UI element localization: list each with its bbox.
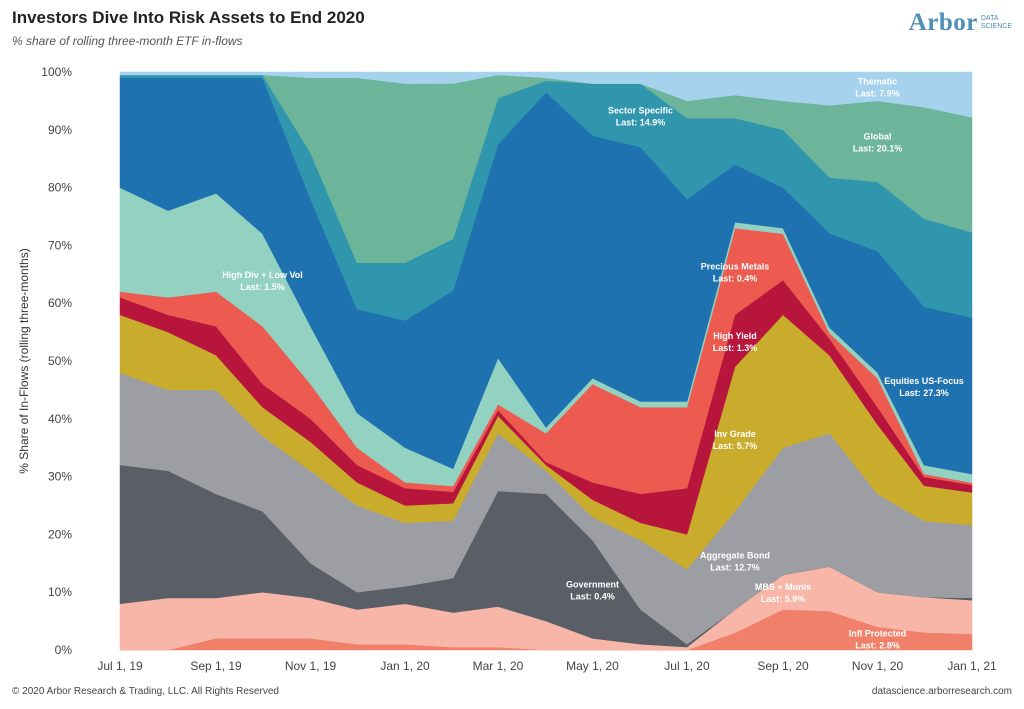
x-tick-label: Jan 1, 20 bbox=[380, 659, 430, 673]
series-last-precious-metals: Last: 0.4% bbox=[713, 273, 758, 283]
y-axis-label: % Share of In-Flows (rolling three-month… bbox=[17, 248, 31, 473]
chart-title: Investors Dive Into Risk Assets to End 2… bbox=[12, 8, 365, 27]
series-last-mbs-munis: Last: 5.9% bbox=[761, 594, 806, 604]
arbor-logo: Arbor DATA SCIENCE bbox=[909, 10, 1012, 36]
series-last-infl-protected: Last: 2.8% bbox=[855, 640, 900, 650]
series-last-aggregate-bond: Last: 12.7% bbox=[710, 562, 760, 572]
y-tick-label: 20% bbox=[48, 527, 72, 541]
series-label-mbs-munis: MBS + Munis bbox=[755, 582, 811, 592]
series-last-high-div-low-vol: Last: 1.5% bbox=[240, 282, 285, 292]
y-tick-label: 40% bbox=[48, 412, 72, 426]
x-tick-label: Jul 1, 20 bbox=[664, 659, 710, 673]
series-label-global: Global bbox=[863, 131, 891, 141]
x-tick-label: Sep 1, 20 bbox=[757, 659, 809, 673]
x-tick-label: Nov 1, 20 bbox=[852, 659, 904, 673]
area-layers bbox=[119, 71, 973, 651]
x-tick-label: Mar 1, 20 bbox=[473, 659, 524, 673]
series-last-high-yield: Last: 1.3% bbox=[713, 343, 758, 353]
logo-sub-line2: SCIENCE bbox=[980, 23, 1012, 30]
series-label-inv-grade: Inv Grade bbox=[714, 429, 756, 439]
series-last-thematic: Last: 7.9% bbox=[855, 88, 900, 98]
x-tick-label: May 1, 20 bbox=[566, 659, 619, 673]
chart-subtitle: % share of rolling three-month ETF in-fl… bbox=[12, 34, 243, 48]
series-last-global: Last: 20.1% bbox=[853, 143, 903, 153]
logo-wordmark: Arbor bbox=[908, 9, 978, 36]
series-last-sector-specific: Last: 14.9% bbox=[616, 117, 666, 127]
y-tick-label: 30% bbox=[48, 470, 72, 484]
y-tick-label: 0% bbox=[55, 643, 73, 657]
x-tick-label: Nov 1, 19 bbox=[285, 659, 337, 673]
x-axis-ticks: Jul 1, 19 Sep 1, 19 Nov 1, 19 Jan 1, 20 Mar … bbox=[97, 659, 997, 673]
series-label-infl-protected: Infl Protected bbox=[849, 628, 907, 638]
y-tick-label: 80% bbox=[48, 181, 72, 195]
series-label-high-yield: High Yield bbox=[713, 331, 757, 341]
y-tick-label: 100% bbox=[41, 65, 72, 79]
series-label-high-div-low-vol: High Div + Low Vol bbox=[222, 270, 303, 280]
series-last-government: Last: 0.4% bbox=[570, 591, 615, 601]
x-tick-label: Sep 1, 19 bbox=[190, 659, 242, 673]
series-last-inv-grade: Last: 5.7% bbox=[713, 441, 758, 451]
copyright-text: © 2020 Arbor Research & Trading, LLC. Al… bbox=[12, 686, 279, 697]
series-label-aggregate-bond: Aggregate Bond bbox=[700, 550, 770, 560]
area-thematic bbox=[119, 71, 973, 118]
source-url[interactable]: datascience.arborresearch.com bbox=[871, 686, 1012, 697]
series-label-sector-specific: Sector Specific bbox=[608, 105, 673, 115]
y-axis-ticks: 0% 10% 20% 30% 40% 50% 60% 70% 80% 90% 100% bbox=[41, 65, 72, 657]
series-label-thematic: Thematic bbox=[858, 76, 898, 86]
y-tick-label: 10% bbox=[48, 585, 72, 599]
x-tick-label: Jul 1, 19 bbox=[97, 659, 143, 673]
y-tick-label: 70% bbox=[48, 238, 72, 252]
series-label-government: Government bbox=[566, 579, 619, 589]
y-tick-label: 90% bbox=[48, 123, 72, 137]
logo-subtitle: DATA SCIENCE bbox=[981, 15, 1012, 31]
series-label-equities-us-focus: Equities US-Focus bbox=[884, 376, 964, 386]
series-label-precious-metals: Precious Metals bbox=[701, 261, 770, 271]
series-labels: Infl Protected Last: 2.8% MBS + Munis Last:… bbox=[222, 76, 964, 650]
series-last-equities-us-focus: Last: 27.3% bbox=[899, 388, 949, 398]
logo-sub-line1: DATA bbox=[980, 15, 999, 22]
y-tick-label: 50% bbox=[48, 354, 72, 368]
y-tick-label: 60% bbox=[48, 296, 72, 310]
x-tick-label: Jan 1, 21 bbox=[947, 659, 997, 673]
